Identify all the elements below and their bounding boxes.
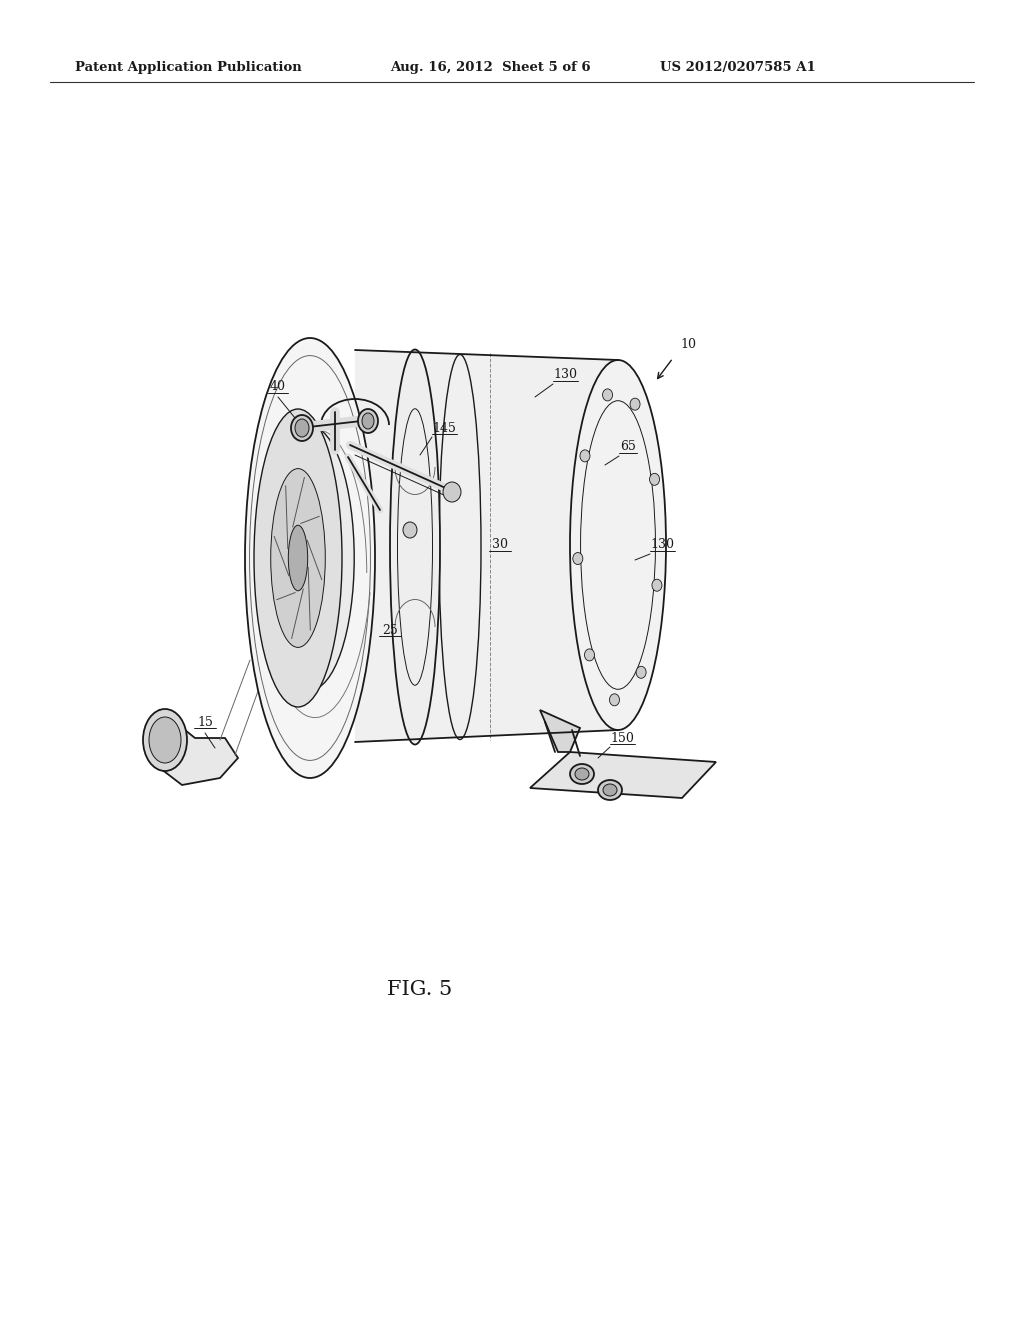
Text: 145: 145 [432, 421, 456, 434]
Ellipse shape [362, 413, 374, 429]
Text: 30: 30 [492, 539, 508, 552]
Text: 130: 130 [553, 368, 577, 381]
Ellipse shape [245, 338, 375, 777]
Ellipse shape [270, 469, 326, 647]
Ellipse shape [150, 717, 181, 763]
Ellipse shape [598, 780, 622, 800]
Text: FIG. 5: FIG. 5 [387, 979, 453, 999]
Text: 130: 130 [650, 539, 674, 552]
Ellipse shape [143, 709, 187, 771]
Ellipse shape [602, 389, 612, 401]
Ellipse shape [289, 525, 307, 591]
Text: 150: 150 [610, 731, 634, 744]
Ellipse shape [585, 649, 595, 661]
Ellipse shape [603, 784, 617, 796]
Ellipse shape [254, 409, 342, 708]
Ellipse shape [266, 426, 354, 690]
Ellipse shape [609, 694, 620, 706]
Ellipse shape [630, 399, 640, 411]
Ellipse shape [572, 553, 583, 565]
Text: 65: 65 [620, 441, 636, 454]
Ellipse shape [570, 764, 594, 784]
Text: 15: 15 [197, 715, 213, 729]
Ellipse shape [291, 414, 313, 441]
Text: 25: 25 [382, 623, 398, 636]
Ellipse shape [652, 579, 662, 591]
Polygon shape [355, 350, 618, 742]
Ellipse shape [390, 350, 440, 744]
Ellipse shape [649, 474, 659, 486]
Text: Patent Application Publication: Patent Application Publication [75, 62, 302, 74]
Polygon shape [148, 710, 238, 785]
Polygon shape [530, 752, 716, 799]
Text: 40: 40 [270, 380, 286, 393]
Text: US 2012/0207585 A1: US 2012/0207585 A1 [660, 62, 816, 74]
Ellipse shape [580, 450, 590, 462]
Text: 10: 10 [680, 338, 696, 351]
Ellipse shape [403, 521, 417, 539]
Ellipse shape [636, 667, 646, 678]
Ellipse shape [358, 409, 378, 433]
Polygon shape [540, 710, 580, 752]
Text: Aug. 16, 2012  Sheet 5 of 6: Aug. 16, 2012 Sheet 5 of 6 [390, 62, 591, 74]
Ellipse shape [443, 482, 461, 502]
Ellipse shape [295, 418, 309, 437]
Ellipse shape [575, 768, 589, 780]
Ellipse shape [570, 360, 666, 730]
